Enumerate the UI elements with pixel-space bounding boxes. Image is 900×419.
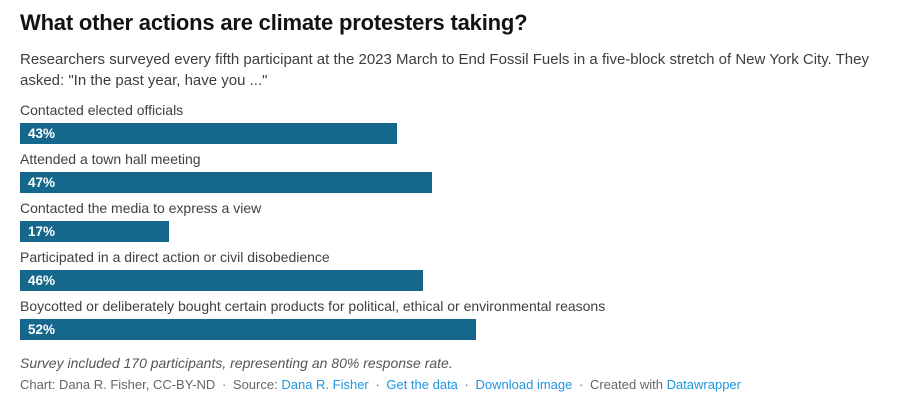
bar: 17% [20,221,170,243]
bar: 52% [20,319,477,341]
bar: 43% [20,123,398,145]
bar-category-label: Participated in a direct action or civil… [20,249,330,266]
bar: 46% [20,270,424,292]
chart-title: What other actions are climate protester… [20,10,528,35]
credit-line: Chart: Dana R. Fisher, CC-BY-ND · Source… [20,377,897,392]
bar: 47% [20,172,433,194]
credit-separator: · [375,377,380,393]
bar-row: Boycotted or deliberately bought certain… [20,298,897,341]
credit-link-download-image[interactable]: Download image [475,377,573,393]
bar-category-label: Attended a town hall meeting [20,151,201,168]
chart-card: What other actions are climate protester… [20,10,897,392]
bar-row: Attended a town hall meeting 47% [20,151,897,194]
bar-category-label: Boycotted or deliberately bought certain… [20,298,606,315]
bar-value-label: 43% [28,126,56,142]
chart-subtitle: Researchers surveyed every fifth partici… [20,51,869,90]
bar-chart: Contacted elected officials 43% Attended a… [20,102,897,341]
credit-link-get-the-data[interactable]: Get the data [386,377,458,393]
credit-text-chart-dana-r-fisher-cc-by-nd: Chart: Dana R. Fisher, CC-BY-ND [20,377,216,393]
bar-row: Contacted elected officials 43% [20,102,897,145]
bar-row: Contacted the media to express a view 17% [20,200,897,243]
credit-text-created-with: Created with [589,377,663,393]
credit-link-datawrapper[interactable]: Datawrapper [666,377,741,393]
credit-text-source: Source: [232,377,278,393]
bar-value-label: 47% [28,175,56,191]
bar-value-label: 52% [28,322,56,338]
bar-category-label: Contacted elected officials [20,102,184,119]
footnote: Survey included 170 participants, repres… [20,355,453,372]
credit-separator: · [221,377,227,393]
bar-row: Participated in a direct action or civil… [20,249,897,292]
bar-value-label: 17% [28,224,56,240]
credit-separator: · [578,377,584,393]
bar-value-label: 46% [28,273,56,289]
credit-separator: · [464,377,469,393]
bar-category-label: Contacted the media to express a view [20,200,262,217]
credit-link-dana-r-fisher[interactable]: Dana R. Fisher [281,377,369,393]
